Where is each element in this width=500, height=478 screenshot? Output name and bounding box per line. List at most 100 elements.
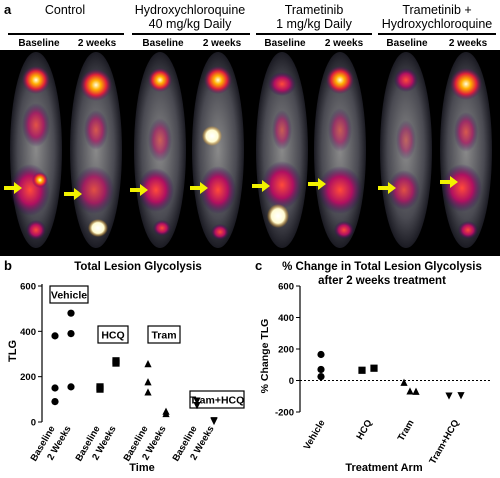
y-tick-label: 600 — [278, 282, 294, 293]
yellow-arrow-icon — [440, 176, 458, 188]
mouse-scan — [440, 52, 492, 248]
yellow-arrow-icon — [4, 182, 22, 194]
sub-label-baseline: Baseline — [142, 38, 184, 49]
group-title-control: Control — [8, 3, 122, 17]
data-point-circle — [67, 383, 75, 391]
yellow-arrow-icon — [64, 188, 82, 200]
data-point-circle — [317, 365, 325, 374]
pct-change-chart: % Change in Total Lesion Glycolysis afte… — [259, 261, 490, 474]
group-title-line: Trametinib + — [402, 3, 472, 17]
sub-label-2weeks: 2 weeks — [202, 38, 242, 49]
group-title-line: Hydroxychloroquine — [134, 3, 246, 17]
x-tick-label: Vehicle — [302, 418, 328, 452]
pct-change-y-axis-label: % Change TLG — [259, 319, 271, 394]
group-bar — [378, 33, 496, 35]
data-point-triangle — [144, 360, 152, 368]
group-title-tram: Trametinib 1 mg/kg Daily — [254, 3, 374, 31]
data-point-triangle — [144, 388, 152, 396]
x-tick-label: Tram — [396, 418, 417, 443]
y-tick-label: 0 — [289, 376, 294, 387]
data-point-triangle — [400, 378, 408, 386]
tlg-y-ticks: 0 200 400 600 — [20, 282, 42, 429]
group-label: Tram — [151, 330, 176, 342]
sub-label-2weeks: 2 weeks — [77, 38, 117, 49]
group-title-tram-hcq: Trametinib + Hydroxychloroquine — [376, 3, 498, 31]
panel-a-letter: a — [4, 2, 12, 17]
tlg-data-points — [51, 309, 218, 426]
group-label-box — [147, 325, 181, 344]
sub-label-2weeks: 2 weeks — [448, 38, 488, 49]
data-point-triangle — [406, 387, 414, 395]
group-label: HCQ — [101, 330, 124, 342]
panel-b-letter: b — [4, 258, 12, 273]
yellow-arrow-icon — [130, 184, 148, 196]
mouse-scan — [380, 52, 432, 248]
group-label-box — [189, 390, 245, 409]
data-point-circle — [67, 330, 75, 338]
y-tick-label: -200 — [275, 408, 294, 419]
pct-change-y-ticks: 600 400 200 0 -200 — [275, 282, 300, 419]
group-bar — [8, 33, 124, 35]
tumor-arrows — [4, 176, 458, 200]
data-point-triangle-down — [210, 417, 218, 425]
group-bar — [256, 33, 372, 35]
tlg-chart-title: Total Lesion Glycolysis — [74, 261, 202, 273]
data-point-triangle-down — [193, 397, 201, 405]
pct-change-title-line-2: after 2 weeks treatment — [318, 275, 446, 287]
group-bar — [132, 33, 250, 35]
group-label: Vehicle — [51, 290, 87, 302]
y-tick-label: 400 — [20, 327, 36, 338]
pct-change-x-ticks: Vehicle HCQ Tram Tram+HCQ — [302, 418, 462, 466]
mouse-scan — [70, 52, 122, 248]
yellow-arrow-icon — [378, 182, 396, 194]
group-title-hcq: Hydroxychloroquine 40 mg/kg Daily — [128, 3, 252, 31]
data-point-triangle-down — [445, 392, 453, 400]
y-tick-label: 400 — [278, 313, 294, 324]
group-title-line: 40 mg/kg Daily — [148, 17, 232, 31]
mouse-scan — [10, 52, 62, 248]
group-label: Tram+HCQ — [190, 395, 245, 407]
yellow-arrow-icon — [190, 182, 208, 194]
pet-ct-scans — [4, 52, 492, 248]
group-title-line: 1 mg/kg Daily — [276, 17, 352, 31]
data-point-triangle — [162, 409, 170, 418]
data-point-square — [358, 366, 366, 374]
tlg-chart: Total Lesion Glycolysis TLG Time 0 200 400… — [7, 261, 245, 474]
data-point-circle — [67, 309, 75, 317]
data-point-circle — [51, 332, 59, 340]
data-point-triangle — [144, 378, 152, 386]
data-point-triangle — [412, 387, 420, 395]
data-point-square — [112, 357, 120, 365]
yellow-arrow-icon — [308, 178, 326, 190]
data-point-circle — [317, 350, 325, 359]
group-title-line: Trametinib — [284, 3, 344, 17]
pct-change-x-axis-label: Treatment Arm — [345, 462, 422, 474]
group-label-box — [97, 325, 129, 344]
y-tick-label: 200 — [278, 345, 294, 356]
group-title-line: Hydroxychloroquine — [381, 17, 493, 31]
data-point-circle — [51, 398, 59, 406]
data-point-circle — [51, 384, 59, 392]
pct-change-title-line-1: % Change in Total Lesion Glycolysis — [282, 261, 482, 273]
tlg-x-axis-label: Time — [129, 462, 154, 474]
data-point-circle — [317, 372, 325, 381]
sub-label-baseline: Baseline — [386, 38, 428, 49]
x-tick-label: HCQ — [355, 418, 375, 442]
yellow-arrow-icon — [252, 180, 270, 192]
pct-change-data-points — [317, 350, 465, 400]
tlg-y-axis-label: TLG — [7, 340, 19, 362]
mouse-scan — [314, 52, 366, 248]
group-label-box — [49, 285, 89, 304]
panel-c-letter: c — [255, 258, 263, 273]
data-point-triangle-down — [457, 392, 465, 400]
data-point-square — [370, 364, 378, 372]
y-tick-label: 600 — [20, 282, 36, 293]
sub-label-baseline: Baseline — [18, 38, 60, 49]
y-tick-label: 200 — [20, 372, 36, 383]
group-title-line: Control — [44, 3, 86, 17]
sub-label-baseline: Baseline — [264, 38, 306, 49]
mouse-scan — [134, 52, 186, 248]
data-point-triangle-down — [193, 402, 201, 410]
mouse-scan — [192, 52, 244, 248]
